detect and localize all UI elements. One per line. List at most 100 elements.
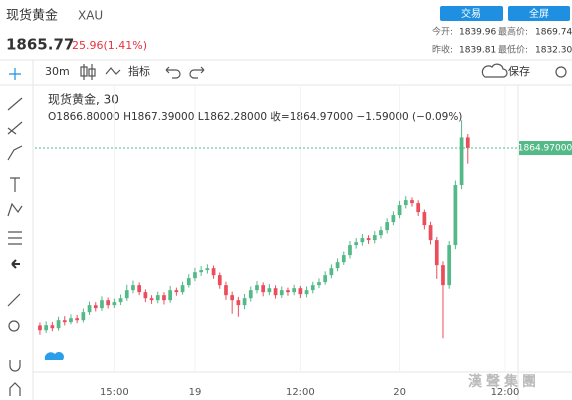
settings[interactable]: [555, 66, 567, 78]
candle-body: [199, 270, 204, 273]
candle-body: [155, 295, 160, 301]
candle-body: [267, 288, 272, 293]
candle-body: [304, 290, 309, 295]
candle-body: [248, 290, 253, 299]
stat-label: 最高价:: [498, 26, 528, 38]
save[interactable]: 保存: [508, 64, 530, 78]
candle-body: [112, 302, 117, 306]
candle-body: [410, 200, 414, 204]
candle-body: [447, 245, 452, 286]
candle-body: [143, 292, 148, 299]
cloud-icon[interactable]: [481, 63, 508, 78]
redo[interactable]: [189, 66, 205, 79]
candle-body: [279, 290, 284, 296]
stat-label: 最低价:: [498, 44, 528, 56]
stat-value: 1832.30: [535, 46, 572, 56]
candle-body: [441, 265, 445, 286]
candle-body: [360, 238, 365, 243]
candle-body: [124, 290, 129, 299]
change: 25.96(1.41%): [72, 39, 147, 52]
left-toolbar[interactable]: [7, 68, 23, 396]
stat-value: 1839.96: [459, 28, 496, 38]
candle-body: [193, 272, 197, 279]
undo[interactable]: [165, 66, 181, 79]
candle-body: [69, 318, 73, 323]
candle-body: [162, 295, 166, 301]
candle-body: [273, 288, 278, 296]
candle-body: [403, 200, 408, 206]
candle-body: [453, 185, 458, 246]
candle-body: [310, 285, 315, 291]
x-tick-label: 19: [189, 387, 202, 398]
candle-body: [391, 215, 396, 223]
candle-body: [465, 137, 470, 149]
price-tag: [519, 141, 572, 156]
candle-body: [38, 325, 42, 331]
candle-body: [93, 305, 98, 309]
candle-body: [224, 285, 228, 296]
candle-body: [261, 285, 266, 293]
candle-body: [348, 245, 352, 256]
candle-body: [379, 230, 383, 236]
price-tag-label: 1864.97000: [518, 144, 572, 154]
candle-body: [217, 275, 222, 286]
indicator-icon[interactable]: [105, 67, 121, 75]
candle-body: [242, 298, 247, 306]
legend-ohlc: O1866.80000 H1867.39000 L1862.28000 收=18…: [48, 110, 462, 123]
candle-body: [81, 312, 86, 321]
stat-label: 今开:: [432, 26, 453, 38]
candle-body: [317, 282, 321, 286]
interval[interactable]: 30m: [45, 65, 70, 78]
candle-body: [87, 305, 92, 313]
candle-body: [50, 325, 55, 329]
candle-body: [416, 203, 421, 213]
price: 1865.77: [6, 36, 74, 54]
candle-body: [298, 288, 303, 295]
indicators[interactable]: 指标: [128, 64, 150, 78]
candle-body: [459, 137, 464, 186]
candle-icon[interactable]: [80, 64, 96, 80]
candle-body: [335, 262, 340, 269]
candle-body: [211, 268, 216, 276]
stat-value: 1839.81: [459, 46, 496, 56]
candle-body: [323, 275, 328, 283]
candle-body: [397, 205, 402, 216]
candle-body: [168, 290, 173, 301]
candle-body: [44, 325, 49, 331]
candle-body: [118, 298, 123, 303]
fullscreen-label[interactable]: 全屏: [529, 7, 549, 20]
symbol-code: XAU: [78, 9, 103, 23]
stat-label: 昨收:: [432, 44, 453, 56]
trade-button[interactable]: [440, 6, 503, 21]
candle-body: [186, 278, 191, 286]
candle-body: [236, 300, 241, 306]
candle-body: [354, 242, 359, 246]
candle-body: [174, 290, 179, 293]
x-tick-label: 12:00: [491, 387, 520, 398]
candle-body: [434, 240, 439, 266]
candle-body: [75, 318, 80, 321]
candle-body: [137, 285, 142, 293]
candle-body: [180, 285, 185, 293]
candle-body: [341, 255, 346, 263]
candle-body: [106, 300, 111, 306]
legend-title: 现货黄金, 30: [48, 92, 119, 107]
symbol-name: 现货黄金: [6, 8, 58, 24]
candle-body: [230, 295, 235, 301]
x-tick-label: 12:00: [286, 387, 315, 398]
trade-label[interactable]: 交易: [461, 7, 481, 20]
candle-body: [205, 268, 210, 271]
candle-body: [149, 298, 154, 301]
fullscreen-button[interactable]: [508, 6, 570, 21]
stat-value: 1869.74: [535, 28, 572, 38]
candle-body: [366, 238, 371, 241]
candle-body: [100, 300, 104, 309]
candle-body: [255, 285, 259, 291]
x-tick-label: 15:00: [100, 387, 129, 398]
candle-body: [286, 290, 290, 293]
x-tick-label: 20: [393, 387, 406, 398]
candle-body: [372, 235, 377, 241]
candle-body: [131, 285, 135, 291]
candle-body: [56, 320, 61, 329]
